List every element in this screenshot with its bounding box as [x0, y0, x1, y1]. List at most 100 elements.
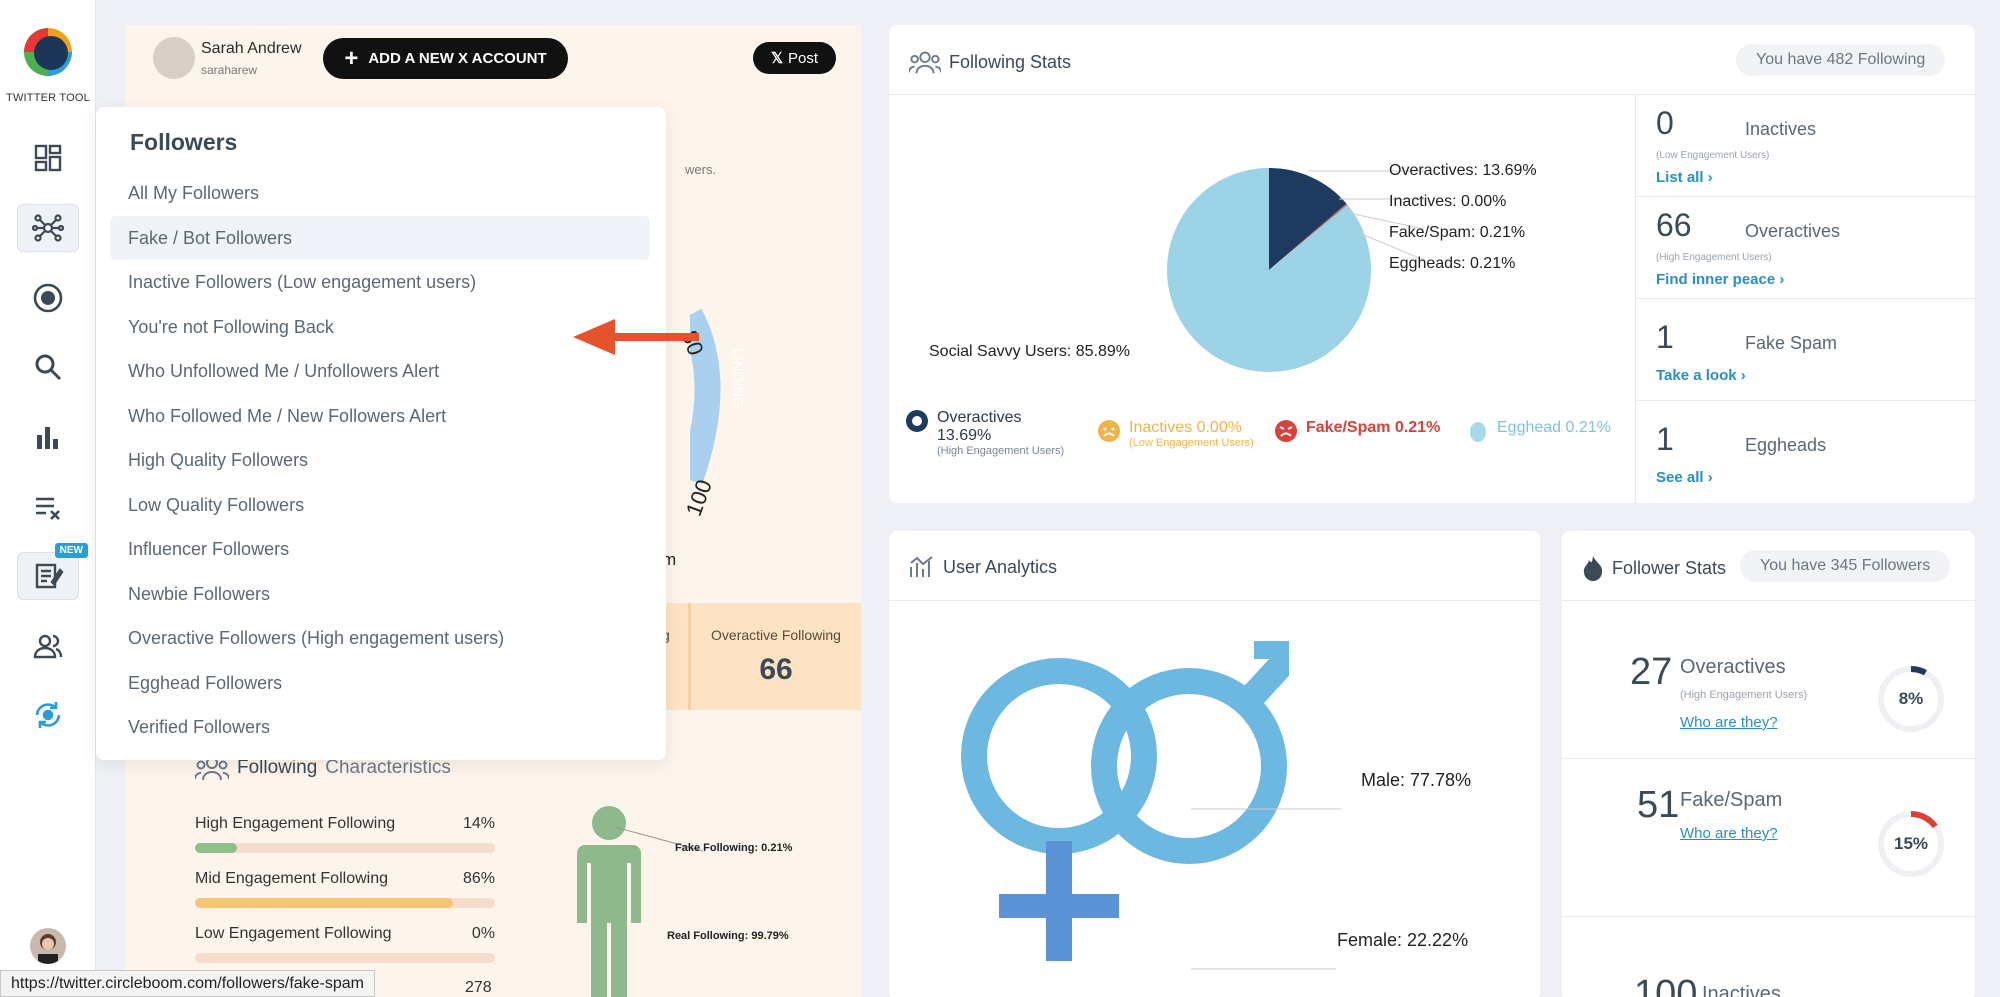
- follower-count-pill: You have 345 Followers: [1740, 550, 1951, 582]
- profile-handle: saraharew: [201, 63, 258, 77]
- characteristics-title-light: Characteristics: [325, 757, 451, 778]
- status-bar-url: https://twitter.circleboom.com/followers…: [0, 970, 376, 997]
- pie-label-fake: Fake/Spam: 0.21%: [1389, 224, 1526, 241]
- follower-stats-title: Follower Stats: [1582, 555, 1726, 581]
- x-logo-icon: 𝕏: [770, 50, 784, 67]
- followers-dropdown-menu: Followers All My Followers Fake / Bot Fo…: [96, 107, 699, 760]
- gauge-arc: [690, 308, 721, 485]
- bar-fill: [195, 898, 453, 908]
- menu-item-influencer[interactable]: Influencer Followers: [128, 538, 290, 559]
- nav-sync[interactable]: [17, 691, 79, 739]
- target-icon: [33, 283, 63, 313]
- list-remove-icon: [36, 497, 60, 520]
- app-logo[interactable]: [20, 24, 76, 80]
- follower-stats-card: Follower Stats You have 345 Followers 27…: [1562, 531, 1975, 997]
- nav-remove-list[interactable]: [17, 483, 79, 531]
- user-avatar[interactable]: [30, 928, 66, 964]
- app-name: TWITTER TOOL: [6, 92, 90, 104]
- pie-slice-eggheads: [1269, 204, 1349, 270]
- pie-label-overactives: Overactives: 13.69%: [1389, 162, 1537, 179]
- menu-item-all-followers[interactable]: All My Followers: [128, 182, 260, 203]
- menu-item-verified[interactable]: Verified Followers: [128, 716, 271, 737]
- overactives-ring: [1878, 666, 1944, 732]
- legend-inactives: Inactives 0.00% (Low Engagement Users): [1097, 419, 1254, 449]
- analytics-chart-icon: [910, 556, 933, 577]
- who-are-they-link[interactable]: Who are they?: [1680, 714, 1778, 731]
- profile-avatar[interactable]: [153, 37, 195, 79]
- nav-analytics[interactable]: [17, 413, 79, 461]
- who-are-they-link[interactable]: Who are they?: [1680, 825, 1778, 842]
- nav-dashboard[interactable]: [17, 134, 79, 182]
- menu-item-egghead[interactable]: Egghead Followers: [128, 672, 283, 693]
- menu-item-not-following-back[interactable]: You're not Following Back: [128, 316, 334, 337]
- legend-egghead: Egghead 0.21%: [1467, 419, 1611, 443]
- new-badge: NEW: [54, 543, 88, 558]
- fake-spam-ring: [1878, 811, 1944, 877]
- add-account-button[interactable]: + ADD A NEW X ACCOUNT: [323, 38, 568, 79]
- list-all-link[interactable]: List all ›: [1656, 169, 1713, 186]
- dashboard-icon: [34, 144, 62, 172]
- menu-item-low-quality[interactable]: Low Quality Followers: [128, 494, 305, 515]
- post-label: Post: [788, 49, 819, 67]
- fake-following-label: Fake Following: 0.21%: [675, 842, 793, 854]
- gender-symbols-icon: [961, 641, 1289, 961]
- user-analytics-card: User Analytics Male: 77.78% Female: 22.2…: [889, 531, 1540, 997]
- pie-leader-lines: [1309, 170, 1425, 261]
- inactives-partial-num: 100: [1634, 973, 1698, 997]
- nav-search[interactable]: [17, 343, 79, 391]
- overactives-pct: 8%: [1898, 689, 1924, 708]
- nav-followers[interactable]: [17, 204, 79, 252]
- nav-target[interactable]: [17, 274, 79, 322]
- gender-leader-lines: [1191, 808, 1341, 970]
- summary-overactives: 66 Overactives (High Engagement Users) F…: [1636, 197, 1976, 299]
- menu-item-newbie[interactable]: Newbie Followers: [128, 583, 271, 604]
- pie-slice-overactives: [1269, 168, 1347, 270]
- following-stats-card: Following Stats You have 482 Following O…: [889, 25, 1976, 503]
- following-stats-title: Following Stats: [909, 49, 1071, 75]
- intro-text-fragment: wers.: [685, 162, 717, 177]
- profile-name: Sarah Andrew: [201, 40, 302, 57]
- pointer-arrow-icon: [573, 319, 699, 355]
- overactive-following-stat: Overactive Following 66: [688, 603, 861, 710]
- menu-item-inactive[interactable]: Inactive Followers (Low engagement users…: [128, 271, 477, 292]
- menu-item-overactive[interactable]: Overactive Followers (High engagement us…: [128, 627, 505, 648]
- pie-label-social: Social Savvy Users: 85.89%: [929, 343, 1130, 360]
- bar-pct: 14%: [462, 815, 495, 832]
- follower-overactives-row: 27 Overactives (High Engagement Users) W…: [1562, 601, 1975, 759]
- user-analytics-title: User Analytics: [909, 555, 1057, 579]
- bar-low-engagement: Low Engagement Following 0%: [195, 925, 495, 963]
- menu-item-high-quality[interactable]: High Quality Followers: [128, 449, 309, 470]
- inactives-partial-name: Inactives: [1702, 983, 1781, 997]
- real-following-label: Real Following: 99.79%: [667, 930, 789, 942]
- pie-slice-social: [1167, 168, 1371, 372]
- search-icon: [35, 354, 62, 381]
- bar-label: Low Engagement Following: [195, 925, 392, 942]
- following-count-pill: You have 482 Following: [1736, 44, 1946, 76]
- nav-users[interactable]: [17, 622, 79, 670]
- x-post-button[interactable]: 𝕏 Post: [753, 42, 836, 74]
- see-all-link[interactable]: See all ›: [1656, 469, 1713, 486]
- find-inner-peace-link[interactable]: Find inner peace ›: [1656, 271, 1785, 288]
- human-figure-icon: [577, 806, 641, 997]
- summary-inactives: 0 Inactives (Low Engagement Users) List …: [1636, 95, 1976, 197]
- gauge-tick-100: 100: [680, 476, 717, 520]
- bar-high-engagement: High Engagement Following 14%: [195, 815, 495, 853]
- bar-mid-engagement: Mid Engagement Following 86%: [195, 870, 495, 908]
- summary-fake-spam: 1 Fake Spam Take a look ›: [1636, 299, 1976, 401]
- egg-icon: [1470, 422, 1486, 442]
- menu-item-new-followers[interactable]: Who Followed Me / New Followers Alert: [128, 405, 447, 426]
- sad-face-icon: [1098, 420, 1120, 442]
- nav-post-planner[interactable]: NEW: [17, 543, 88, 600]
- bar-fill: [195, 843, 237, 853]
- plus-icon: +: [344, 44, 359, 72]
- following-stats-header: Following Stats You have 482 Following: [889, 25, 1975, 95]
- menu-item-unfollowers[interactable]: Who Unfollowed Me / Unfollowers Alert: [128, 360, 440, 381]
- flame-icon: [1583, 556, 1603, 581]
- bar-pct: 86%: [462, 870, 495, 887]
- stat-value: 66: [759, 653, 793, 686]
- follower-stats-header: Follower Stats You have 345 Followers: [1562, 531, 1975, 601]
- take-a-look-link[interactable]: Take a look ›: [1656, 367, 1746, 384]
- male-label: Male: 77.78%: [1361, 770, 1472, 790]
- menu-item-fake-bot[interactable]: Fake / Bot Followers: [110, 216, 650, 260]
- sidebar: TWITTER TOOL NEW: [0, 0, 96, 997]
